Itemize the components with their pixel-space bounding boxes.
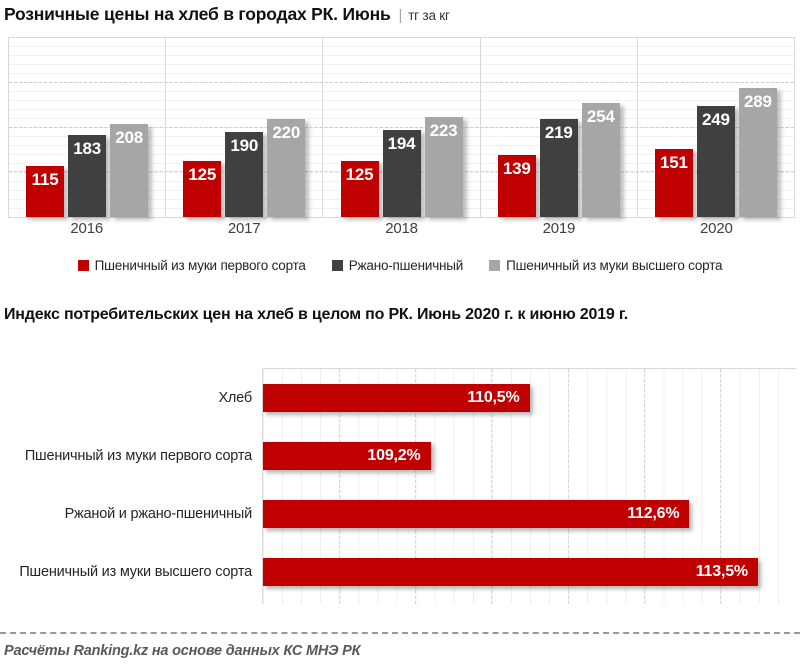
legend-item-1: Пшеничный из муки первого сорта (78, 258, 306, 273)
legend-label: Пшеничный из муки первого сорта (95, 258, 306, 273)
legend-label: Ржано-пшеничный (349, 258, 463, 273)
bar-series2-2020: 249 (697, 106, 735, 217)
bar-value-label: 139 (498, 155, 536, 179)
bar-series2-2016: 183 (68, 135, 106, 217)
top-chart-plot-area: 1151832081251902201251942231392192541512… (8, 37, 795, 218)
bottom-chart-title: Индекс потребительских цен на хлеб в цел… (4, 306, 628, 324)
bar-value-label: 208 (110, 124, 148, 148)
bottom-chart-category-labels: ХлебПшеничный из муки первого сортаРжано… (0, 369, 252, 601)
bar-row: 110,5% (263, 369, 796, 427)
footer-source-text: Расчёты Ranking.kz на основе данных КС М… (4, 643, 360, 659)
infographic-page: Розничные цены на хлеб в городах РК. Июн… (0, 0, 800, 668)
bar-value-label: 125 (341, 161, 379, 185)
category-label: Пшеничный из муки высшего сорта (0, 543, 252, 601)
bottom-chart-bars: 110,5% 109,2% 112,6% 113,5% (263, 369, 796, 604)
bar-series3-2019: 254 (582, 103, 620, 217)
top-chart-x-axis: 20162017201820192020 (8, 220, 795, 237)
year-group-2018: 125194223 (323, 38, 480, 217)
year-group-2019: 139219254 (481, 38, 638, 217)
bar-value-label: 249 (697, 106, 735, 130)
bar-value-label: 194 (383, 130, 421, 154)
hbar-2: 109,2% (263, 442, 431, 470)
legend-item-2: Ржано-пшеничный (332, 258, 463, 273)
bar-group-2018: 125194223 (341, 117, 463, 217)
bar-value-label: 125 (183, 161, 221, 185)
bar-series1-2020: 151 (655, 149, 693, 217)
x-axis-label-2016: 2016 (8, 220, 165, 237)
bar-value-label: 254 (582, 103, 620, 127)
top-chart-unit: тг за кг (408, 8, 450, 23)
bottom-chart-plot-area: 110,5% 109,2% 112,6% 113,5% (262, 368, 796, 604)
bar-series1-2018: 125 (341, 161, 379, 217)
hbar-1: 110,5% (263, 384, 530, 412)
hbar-3: 112,6% (263, 500, 689, 528)
hbar-value-label: 113,5% (696, 563, 748, 581)
bar-row: 113,5% (263, 543, 796, 601)
footer-divider (0, 632, 800, 634)
legend-swatch-icon (489, 260, 500, 271)
legend-item-3: Пшеничный из муки высшего сорта (489, 258, 722, 273)
bar-value-label: 151 (655, 149, 693, 173)
year-group-2017: 125190220 (166, 38, 323, 217)
legend-swatch-icon (332, 260, 343, 271)
top-chart-title: Розничные цены на хлеб в городах РК. Июн… (4, 4, 391, 24)
hbar-4: 113,5% (263, 558, 758, 586)
title-separator: | (399, 7, 403, 24)
bar-series3-2017: 220 (267, 119, 305, 217)
bar-row: 109,2% (263, 427, 796, 485)
bar-value-label: 223 (425, 117, 463, 141)
legend-swatch-icon (78, 260, 89, 271)
hbar-value-label: 109,2% (367, 447, 420, 465)
bar-group-2017: 125190220 (183, 119, 305, 217)
category-label: Пшеничный из муки первого сорта (0, 427, 252, 485)
bar-series3-2020: 289 (739, 88, 777, 217)
year-group-2020: 151249289 (638, 38, 794, 217)
x-axis-label-2018: 2018 (323, 220, 480, 237)
bar-series2-2018: 194 (383, 130, 421, 217)
bottom-chart: ХлебПшеничный из муки первого сортаРжано… (0, 368, 800, 604)
bar-series2-2019: 219 (540, 119, 578, 217)
top-chart-legend: Пшеничный из муки первого сорта Ржано-пше… (0, 258, 800, 273)
bar-value-label: 220 (267, 119, 305, 143)
top-chart-title-row: Розничные цены на хлеб в городах РК. Июн… (4, 4, 450, 25)
x-axis-label-2020: 2020 (638, 220, 795, 237)
hbar-value-label: 112,6% (627, 505, 679, 523)
legend-label: Пшеничный из муки высшего сорта (506, 258, 722, 273)
bar-series3-2016: 208 (110, 124, 148, 217)
year-group-2016: 115183208 (9, 38, 166, 217)
bar-series1-2019: 139 (498, 155, 536, 217)
bar-series1-2017: 125 (183, 161, 221, 217)
bar-value-label: 219 (540, 119, 578, 143)
bar-series2-2017: 190 (225, 132, 263, 217)
x-axis-label-2019: 2019 (480, 220, 637, 237)
bar-value-label: 289 (739, 88, 777, 112)
top-chart-bars: 1151832081251902201251942231392192541512… (9, 38, 794, 217)
bar-value-label: 183 (68, 135, 106, 159)
bar-group-2019: 139219254 (498, 103, 620, 217)
bar-series1-2016: 115 (26, 166, 64, 217)
bar-group-2016: 115183208 (26, 124, 148, 217)
category-label: Хлеб (0, 369, 252, 427)
category-label: Ржаной и ржано-пшеничный (0, 485, 252, 543)
x-axis-label-2017: 2017 (165, 220, 322, 237)
bar-group-2020: 151249289 (655, 88, 777, 217)
hbar-value-label: 110,5% (467, 389, 519, 407)
bar-value-label: 190 (225, 132, 263, 156)
bar-value-label: 115 (26, 166, 64, 190)
bar-row: 112,6% (263, 485, 796, 543)
bar-series3-2018: 223 (425, 117, 463, 217)
